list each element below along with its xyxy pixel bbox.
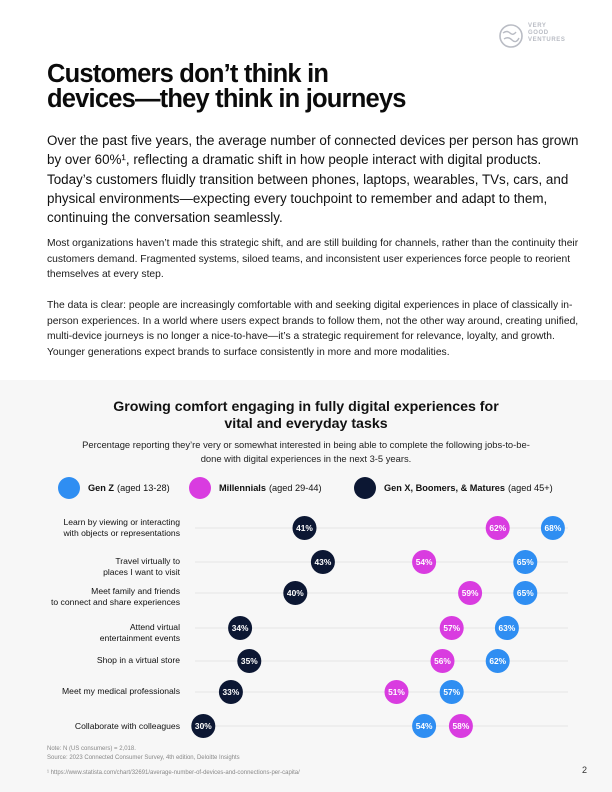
row-label-line: Attend virtual — [129, 622, 180, 632]
row-label-line: Travel virtually to — [115, 556, 180, 566]
brand-wordmark: VERY GOOD VENTURES — [528, 23, 565, 44]
chart-title: Growing comfort engaging in fully digita… — [113, 399, 499, 432]
legend-detail: (aged 13-28) — [117, 483, 170, 493]
row-label-collaborate: Collaborate with colleagues — [0, 721, 180, 732]
legend-swatch — [189, 477, 211, 499]
row-label-line: places I want to visit — [103, 567, 180, 577]
footnote: ¹ https://www.statista.com/chart/32691/a… — [47, 770, 300, 776]
row-label-shop: Shop in a virtual store — [0, 655, 180, 666]
page-number: 2 — [582, 765, 588, 775]
legend-item-gen-z: Gen Z (aged 13-28) — [58, 477, 170, 499]
chart-note: Note: N (US consumers) = 2,018. — [47, 746, 136, 752]
legend-item-gen-x-boomers-matures: Gen X, Boomers, & Matures (aged 45+) — [354, 477, 553, 499]
row-label-travel: Travel virtually to places I want to vis… — [0, 556, 180, 578]
brand-logo: VERY GOOD VENTURES — [498, 23, 565, 49]
row-label-medical: Meet my medical professionals — [0, 686, 180, 697]
brand-line: VERY — [528, 23, 547, 29]
chart-source: Source: 2023 Connected Consumer Survey, … — [47, 755, 240, 761]
row-label-line: Learn by viewing or interacting — [63, 517, 180, 527]
legend-swatch — [58, 477, 80, 499]
row-label-meet-family: Meet family and friends to connect and s… — [0, 586, 180, 608]
body-paragraph-1: Most organizations haven’t made this str… — [47, 238, 579, 280]
heading-line-1: Customers don’t think in — [47, 60, 329, 88]
lead-paragraph: Over the past five years, the average nu… — [47, 133, 579, 226]
row-label-line: entertainment events — [99, 633, 180, 643]
row-label-line: Meet my medical professionals — [62, 686, 180, 696]
row-label-line: Shop in a virtual store — [96, 655, 180, 665]
heading-line-2: devices—they think in journeys — [47, 85, 406, 113]
brand-line: VENTURES — [528, 37, 566, 43]
body-paragraph-2: The data is clear: people are increasing… — [47, 300, 579, 358]
legend-name: Gen Z — [88, 483, 115, 493]
chart-subtitle: Percentage reporting they’re very or som… — [82, 439, 530, 464]
row-label-line: Meet family and friends — [91, 586, 180, 596]
row-label-line: Collaborate with colleagues — [74, 721, 180, 731]
legend-detail: (aged 45+) — [508, 483, 553, 493]
legend-name: Millennials — [219, 483, 266, 493]
row-label-line: to connect and share experiences — [51, 597, 180, 607]
legend-swatch — [354, 477, 376, 499]
row-label-learn: Learn by viewing or interacting with obj… — [0, 517, 180, 539]
row-label-line: with objects or representations — [63, 528, 180, 538]
brand-line: GOOD — [528, 30, 549, 36]
legend-detail: (aged 29-44) — [268, 483, 322, 493]
legend-item-millennials: Millennials (aged 29-44) — [189, 477, 322, 499]
page-heading: Customers don’t think in devices—they th… — [47, 60, 497, 113]
row-label-entertainment: Attend virtual entertainment events — [0, 622, 180, 644]
globe-icon — [499, 24, 523, 48]
legend-name: Gen X, Boomers, & Matures — [384, 483, 505, 493]
